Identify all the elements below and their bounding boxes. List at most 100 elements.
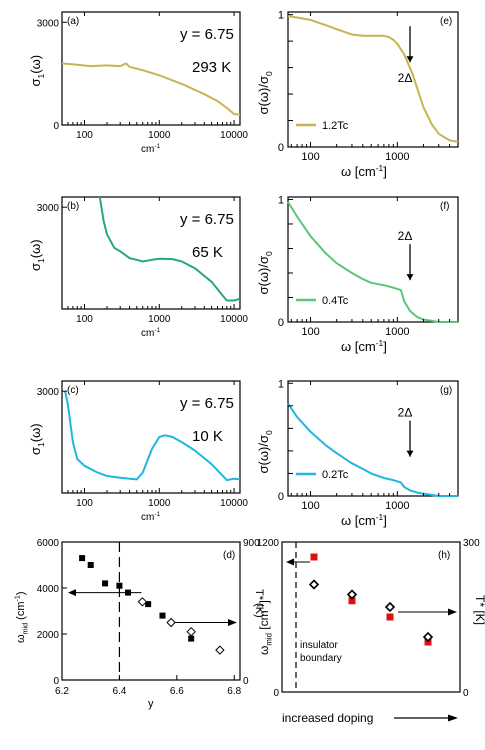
diamond-marker [346, 589, 358, 600]
y-tick-label: 3000 [37, 18, 60, 29]
y-tick-label: 0 [53, 121, 59, 132]
x-axis-label: cm-1​ [141, 327, 161, 339]
y-axis-label: σ1​(ω) [28, 239, 46, 271]
panel-label: (g) [440, 385, 452, 396]
panel-d-frame [61, 541, 241, 681]
y-axis-label: σ(ω)/σ0​ [256, 251, 274, 294]
x-tick-label: 100 [301, 151, 319, 163]
panel-f-frame [287, 196, 459, 323]
x-tick-label: 10000 [220, 130, 248, 141]
x-tick-label: 1000 [148, 130, 171, 141]
panel-b-frame [61, 196, 241, 310]
y-axis-label: ωmid​ [cm-1​] [256, 600, 273, 655]
x-axis-label: ω [cm-1​] [341, 163, 387, 179]
boundary-label: insulator [300, 640, 338, 651]
panel-h-frame [281, 541, 461, 693]
y-tick-label: 3000 [37, 387, 60, 398]
red-square-marker [310, 553, 318, 561]
diamond-marker [384, 601, 396, 613]
diamond-marker [422, 631, 434, 643]
boundary-label: boundary [300, 653, 342, 664]
x-tick-label: 1000 [385, 151, 409, 163]
panel-label: (c) [67, 385, 79, 396]
x-tick-label: 1000 [385, 500, 409, 512]
y-right-axis-label: T* (K) [253, 589, 265, 618]
square-marker [79, 555, 86, 562]
gap-arrow-head [406, 56, 414, 63]
y-right-tick-label: 900 [243, 538, 260, 549]
red-square-marker [348, 597, 356, 605]
panel-label: (h) [438, 550, 450, 561]
panel-label: (e) [440, 16, 452, 27]
y-tick-label: 6000 [37, 538, 60, 549]
y-right-tick-label: 0 [243, 676, 249, 687]
gap-arrow-head [406, 274, 414, 281]
y-axis-label: σ(ω)/σ0​ [256, 71, 274, 114]
x-axis-label: cm-1​ [141, 143, 161, 155]
x-tick-label: 6.8 [227, 686, 241, 697]
doping-arrow-head [448, 714, 458, 722]
x-axis-label: increased doping [282, 711, 373, 725]
annotation-temperature: 65 K [192, 244, 223, 261]
panel-label: (d) [223, 550, 235, 561]
annotation-y-value: y = 6.75 [180, 395, 234, 412]
gap-label: 2Δ [398, 406, 413, 420]
y-tick-label: 0 [278, 491, 284, 503]
x-axis-label: cm-1​ [141, 511, 161, 523]
panel-e-frame [287, 11, 459, 148]
series-line-f [287, 201, 458, 323]
y-tick-label: 0 [278, 317, 284, 329]
legend-label: 1.2Tc [322, 120, 349, 132]
y-tick-label: 1 [278, 10, 284, 22]
series-line-c [64, 390, 241, 482]
x-tick-label: 6.2 [55, 686, 69, 697]
x-tick-label: 1000 [148, 314, 171, 325]
diamond-marker [186, 626, 196, 637]
y-axis-label: σ1​(ω) [28, 423, 46, 455]
panel-label: (b) [67, 201, 79, 212]
y-right-axis-label: T* [K] [473, 595, 485, 625]
y-right-tick-label: 300 [463, 538, 480, 549]
square-marker [145, 601, 152, 608]
right-axis-arrow-head [448, 608, 457, 616]
y-axis-label: σ1​(ω) [28, 55, 46, 87]
diamond-marker [137, 597, 148, 607]
series-line-e [287, 15, 459, 143]
y-tick-label: 1 [278, 194, 284, 206]
panel-label: (a) [67, 16, 79, 27]
left-axis-arrow-head [68, 589, 76, 597]
x-tick-label: 6.6 [170, 686, 184, 697]
legend-label: 0.4Tc [322, 295, 349, 307]
x-tick-label: 6.4 [112, 686, 126, 697]
square-marker [159, 612, 166, 619]
x-tick-label: 100 [301, 326, 319, 338]
gap-label: 2Δ [398, 229, 413, 243]
square-marker [116, 582, 123, 589]
left-axis-arrow-head [286, 558, 294, 566]
annotation-temperature: 293 K [192, 59, 231, 76]
x-axis-label: y [148, 698, 154, 710]
x-tick-label: 100 [76, 130, 93, 141]
panel-a-frame [61, 11, 241, 126]
x-tick-label: 100 [301, 500, 319, 512]
y-tick-label: 0 [278, 142, 284, 154]
series-line-b [98, 196, 241, 302]
y-right-tick-label: 0 [463, 688, 469, 699]
diamond-marker [166, 617, 176, 628]
square-marker [102, 580, 109, 587]
x-tick-label: 1000 [385, 326, 409, 338]
y-tick-label: 1 [278, 378, 284, 390]
y-tick-label: 0 [53, 676, 59, 687]
x-axis-label: ω [cm-1​] [341, 512, 387, 528]
x-tick-label: 10000 [220, 314, 248, 325]
panel-c-frame [61, 380, 241, 494]
series-line-g [287, 402, 458, 497]
annotation-temperature: 10 K [192, 428, 223, 445]
panel-g-frame [287, 380, 459, 497]
diamond-marker [308, 579, 320, 590]
annotation-y-value: y = 6.75 [180, 26, 234, 43]
red-square-marker [386, 613, 394, 621]
series-line-a [61, 62, 241, 116]
square-marker [125, 589, 132, 596]
